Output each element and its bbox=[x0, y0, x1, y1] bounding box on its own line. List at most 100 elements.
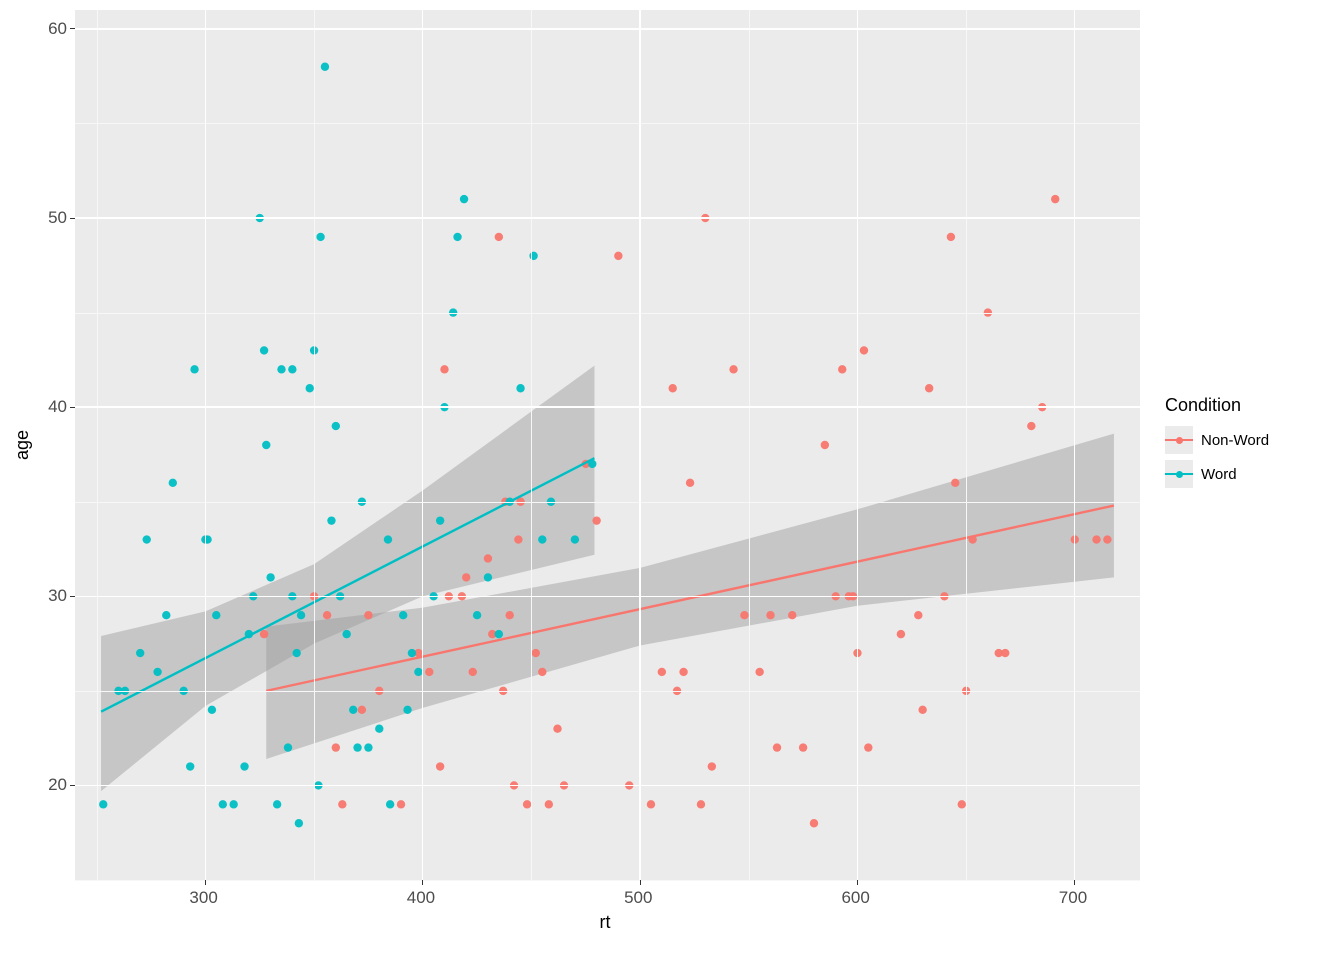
data-point-word bbox=[436, 516, 444, 524]
data-point-nonword bbox=[484, 554, 492, 562]
data-point-word bbox=[208, 706, 216, 714]
data-point-word bbox=[143, 535, 151, 543]
y-tick-mark bbox=[70, 596, 75, 597]
y-tick-mark bbox=[70, 407, 75, 408]
y-tick-label: 30 bbox=[48, 586, 67, 606]
data-point-nonword bbox=[358, 706, 366, 714]
data-point-nonword bbox=[538, 668, 546, 676]
data-point-nonword bbox=[332, 743, 340, 751]
gridline-minor-y bbox=[75, 502, 1140, 503]
data-point-nonword bbox=[658, 668, 666, 676]
x-tick-mark bbox=[422, 880, 423, 885]
data-point-nonword bbox=[821, 441, 829, 449]
data-point-nonword bbox=[755, 668, 763, 676]
data-point-word bbox=[292, 649, 300, 657]
gridline-minor-y bbox=[75, 313, 1140, 314]
data-point-word bbox=[240, 762, 248, 770]
data-point-word bbox=[364, 743, 372, 751]
data-point-word bbox=[342, 630, 350, 638]
legend-item-nonword: Non-Word bbox=[1165, 426, 1269, 454]
x-tick-mark bbox=[857, 880, 858, 885]
data-point-word bbox=[538, 535, 546, 543]
gridline-major-x bbox=[857, 10, 858, 880]
data-point-word bbox=[327, 516, 335, 524]
legend-dot-icon bbox=[1176, 471, 1183, 478]
legend: Condition Non-WordWord bbox=[1165, 395, 1269, 494]
data-point-nonword bbox=[514, 535, 522, 543]
data-point-word bbox=[277, 365, 285, 373]
data-point-word bbox=[284, 743, 292, 751]
data-point-word bbox=[384, 535, 392, 543]
data-point-nonword bbox=[338, 800, 346, 808]
data-point-word bbox=[332, 422, 340, 430]
gridline-major-y bbox=[75, 406, 1140, 407]
x-tick-mark bbox=[1074, 880, 1075, 885]
y-axis-title: age bbox=[12, 430, 33, 460]
gridline-major-y bbox=[75, 28, 1140, 29]
data-point-word bbox=[99, 800, 107, 808]
gridline-minor-x bbox=[966, 10, 967, 880]
x-tick-label: 400 bbox=[407, 888, 435, 908]
data-point-word bbox=[375, 724, 383, 732]
data-point-word bbox=[349, 706, 357, 714]
data-point-nonword bbox=[260, 630, 268, 638]
data-point-word bbox=[153, 668, 161, 676]
x-axis-title: rt bbox=[600, 912, 611, 933]
data-point-nonword bbox=[766, 611, 774, 619]
gridline-minor-x bbox=[97, 10, 98, 880]
data-point-nonword bbox=[1051, 195, 1059, 203]
gridline-minor-x bbox=[314, 10, 315, 880]
data-point-nonword bbox=[864, 743, 872, 751]
data-point-word bbox=[516, 384, 524, 392]
data-point-nonword bbox=[860, 346, 868, 354]
plot-svg bbox=[0, 0, 1344, 960]
data-point-word bbox=[169, 479, 177, 487]
y-tick-label: 60 bbox=[48, 19, 67, 39]
data-point-nonword bbox=[914, 611, 922, 619]
data-point-nonword bbox=[647, 800, 655, 808]
data-point-nonword bbox=[440, 365, 448, 373]
data-point-nonword bbox=[532, 649, 540, 657]
data-point-word bbox=[260, 346, 268, 354]
data-point-nonword bbox=[545, 800, 553, 808]
data-point-nonword bbox=[523, 800, 531, 808]
data-point-nonword bbox=[1251, 63, 1259, 71]
data-point-word bbox=[219, 800, 227, 808]
legend-label: Non-Word bbox=[1201, 432, 1269, 449]
data-point-nonword bbox=[469, 668, 477, 676]
gridline-major-x bbox=[422, 10, 423, 880]
data-point-word bbox=[571, 535, 579, 543]
data-point-word bbox=[288, 365, 296, 373]
data-point-word bbox=[266, 573, 274, 581]
gridline-minor-x bbox=[749, 10, 750, 880]
data-point-nonword bbox=[505, 611, 513, 619]
data-point-word bbox=[190, 365, 198, 373]
y-tick-mark bbox=[70, 785, 75, 786]
data-point-word bbox=[273, 800, 281, 808]
data-point-nonword bbox=[838, 365, 846, 373]
legend-key-word bbox=[1165, 460, 1193, 488]
data-point-nonword bbox=[773, 743, 781, 751]
legend-label: Word bbox=[1201, 466, 1237, 483]
data-point-nonword bbox=[799, 743, 807, 751]
data-point-nonword bbox=[958, 800, 966, 808]
data-point-word bbox=[386, 800, 394, 808]
legend-key-nonword bbox=[1165, 426, 1193, 454]
data-point-word bbox=[212, 611, 220, 619]
x-tick-label: 600 bbox=[841, 888, 869, 908]
data-point-nonword bbox=[810, 819, 818, 827]
gridline-major-x bbox=[1074, 10, 1075, 880]
data-point-nonword bbox=[462, 573, 470, 581]
data-point-word bbox=[262, 441, 270, 449]
gridline-major-x bbox=[639, 10, 640, 880]
gridline-minor-y bbox=[75, 880, 1140, 881]
data-point-word bbox=[408, 649, 416, 657]
data-point-nonword bbox=[788, 611, 796, 619]
data-point-word bbox=[321, 63, 329, 71]
gridline-major-y bbox=[75, 217, 1140, 218]
gridline-minor-y bbox=[75, 691, 1140, 692]
x-tick-label: 500 bbox=[624, 888, 652, 908]
data-point-nonword bbox=[918, 706, 926, 714]
data-point-word bbox=[297, 611, 305, 619]
data-point-nonword bbox=[495, 233, 503, 241]
